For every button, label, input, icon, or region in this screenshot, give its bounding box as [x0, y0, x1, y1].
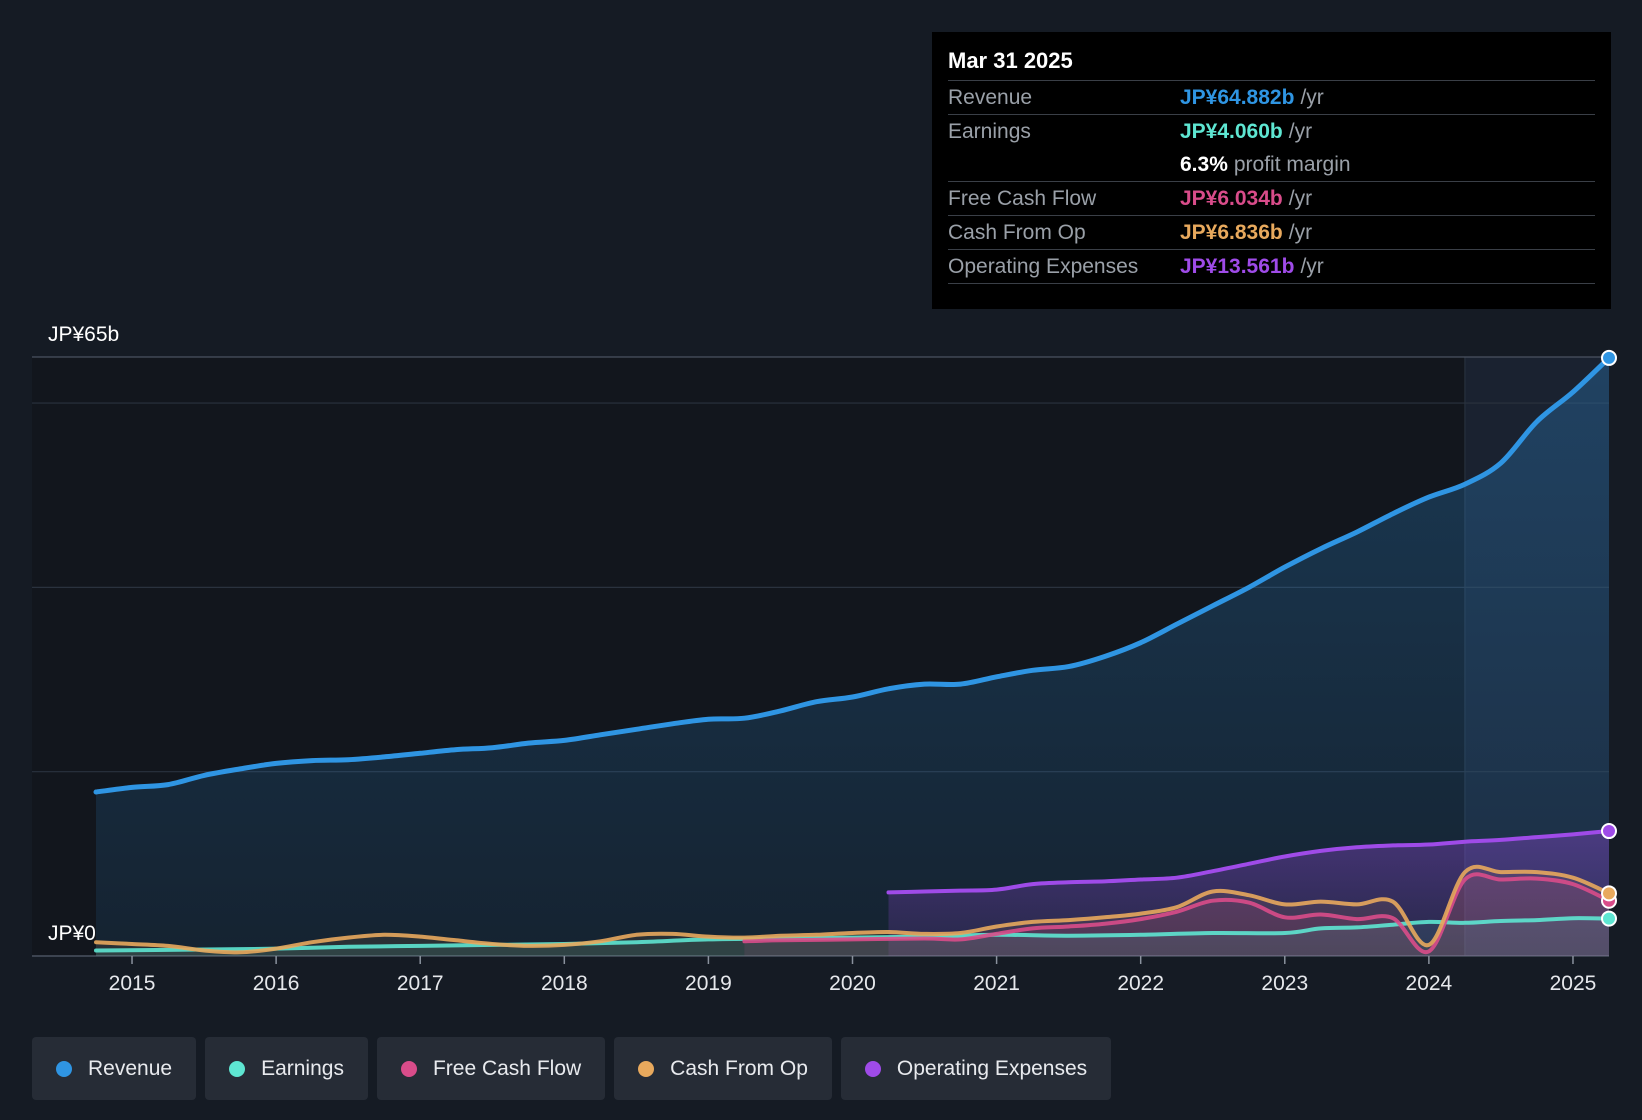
x-tick-label: 2019: [685, 972, 732, 995]
free-cash-flow-area: [744, 874, 1609, 956]
legend-label: Revenue: [88, 1056, 173, 1080]
tooltip-row-free-cash-flow: Free Cash Flow JP¥6.034b /yr: [948, 181, 1595, 215]
y-axis-bottom-label: JP¥0: [48, 922, 96, 945]
legend-dot-icon: [229, 1060, 246, 1077]
operating-expenses-line: [886, 829, 1611, 895]
tooltip-value: 6.3%: [1180, 152, 1228, 176]
legend-item-cash-from-op[interactable]: Cash From Op: [614, 1037, 832, 1100]
tooltip-date: Mar 31 2025: [948, 48, 1073, 73]
legend-label: Free Cash Flow: [432, 1056, 582, 1080]
tooltip-row-profit-margin: 6.3% profit margin: [948, 148, 1595, 181]
legend: Revenue Earnings Free Cash Flow Cash Fro…: [32, 1037, 1112, 1100]
operating-expenses-end-marker: [1601, 823, 1617, 840]
tooltip-value: JP¥4.060b: [1180, 119, 1283, 143]
tooltip-label: Earnings: [948, 119, 1031, 143]
x-tick-label: 2020: [829, 972, 876, 995]
x-tick-label: 2022: [1117, 972, 1164, 995]
revenue-area: [96, 357, 1609, 956]
tooltip-value: JP¥13.561b: [1180, 254, 1295, 278]
tooltip-unit: /yr: [1300, 85, 1324, 109]
earnings-end-marker: [1601, 910, 1617, 927]
legend-item-free-cash-flow[interactable]: Free Cash Flow: [376, 1037, 606, 1100]
revenue-end-marker: [1601, 349, 1617, 366]
x-tick-label: 2017: [397, 972, 444, 995]
tooltip-value: JP¥64.882b: [1180, 85, 1295, 109]
legend-label: Cash From Op: [670, 1056, 808, 1080]
tooltip-label: Operating Expenses: [948, 254, 1139, 278]
cash-from-op-end-marker: [1601, 885, 1617, 902]
x-tick-label: 2016: [253, 972, 300, 995]
tooltip-unit: /yr: [1288, 220, 1313, 244]
tooltip-label: Cash From Op: [948, 220, 1086, 244]
tooltip-unit: /yr: [1300, 254, 1324, 278]
legend-dot-icon: [56, 1060, 72, 1077]
legend-dot-icon: [638, 1060, 655, 1077]
tooltip-row-operating-expenses: Operating Expenses JP¥13.561b /yr: [948, 249, 1595, 284]
tooltip-row-revenue: Revenue JP¥64.882b /yr: [948, 80, 1595, 114]
x-tick-label: 2024: [1406, 972, 1453, 995]
legend-label: Operating Expenses: [896, 1056, 1088, 1080]
x-tick-label: 2015: [109, 972, 156, 995]
tooltip-unit: /yr: [1288, 186, 1313, 210]
legend-item-operating-expenses[interactable]: Operating Expenses: [840, 1037, 1112, 1100]
tooltip-unit: /yr: [1288, 119, 1313, 143]
legend-label: Earnings: [261, 1056, 344, 1080]
legend-dot-icon: [864, 1060, 881, 1077]
legend-item-earnings[interactable]: Earnings: [205, 1037, 368, 1100]
x-tick-label: 2018: [541, 972, 588, 995]
legend-item-revenue[interactable]: Revenue: [32, 1037, 197, 1100]
tooltip-value: JP¥6.836b: [1180, 220, 1283, 244]
x-tick-label: 2025: [1550, 972, 1597, 995]
y-axis-top-label: JP¥65b: [48, 323, 119, 346]
tooltip-row-cash-from-op: Cash From Op JP¥6.836b /yr: [948, 215, 1595, 249]
tooltip-unit: profit margin: [1233, 152, 1351, 176]
x-tick-label: 2023: [1261, 972, 1308, 995]
tooltip-value: JP¥6.034b: [1180, 186, 1283, 210]
legend-dot-icon: [400, 1060, 417, 1077]
tooltip-label: Free Cash Flow: [948, 186, 1097, 210]
tooltip-label: Revenue: [948, 85, 1033, 109]
tooltip-panel: Mar 31 2025 Revenue JP¥64.882b /yr Earni…: [932, 32, 1611, 309]
tooltip-row-earnings: Earnings JP¥4.060b /yr: [948, 114, 1595, 148]
free-cash-flow-line: [742, 872, 1611, 955]
revenue-line: [93, 355, 1612, 795]
cash-from-op-line: [94, 864, 1611, 955]
x-tick-label: 2021: [973, 972, 1020, 995]
